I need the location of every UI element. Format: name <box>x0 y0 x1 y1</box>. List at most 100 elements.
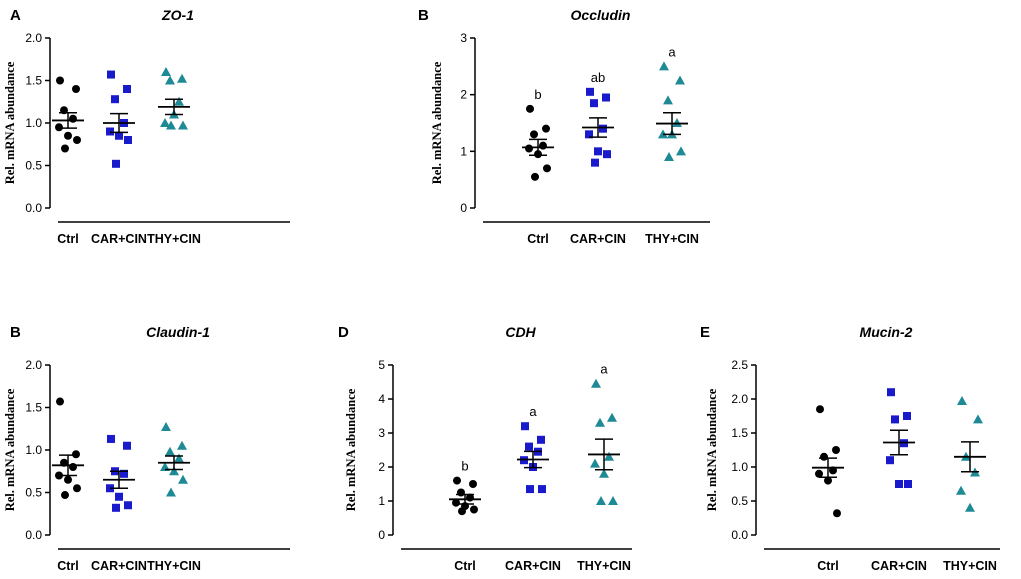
data-point <box>602 93 610 102</box>
data-point <box>824 476 832 485</box>
panel-letter: E <box>700 324 710 341</box>
data-point <box>525 144 533 153</box>
significance-label: a <box>600 362 608 377</box>
y-tick-label: 1.5 <box>731 426 748 440</box>
x-tick-label: CAR+CIN <box>505 559 561 573</box>
data-point <box>903 412 911 420</box>
x-tick-label: CAR+CIN <box>570 232 626 246</box>
y-tick-label: 3 <box>460 31 467 45</box>
data-point <box>675 75 685 85</box>
data-point <box>178 474 188 484</box>
chart-title: Claudin-1 <box>146 324 210 340</box>
data-point <box>111 95 119 104</box>
chart-title: Mucin-2 <box>860 324 913 340</box>
data-point <box>107 434 115 443</box>
data-point <box>469 480 477 488</box>
data-point <box>177 73 187 83</box>
x-tick-label: CAR+CIN <box>871 559 927 573</box>
y-tick-label: 0.0 <box>731 528 748 542</box>
data-point <box>457 488 465 497</box>
data-point <box>887 388 895 397</box>
data-point <box>124 501 132 510</box>
data-point <box>537 435 545 444</box>
data-point <box>895 480 903 488</box>
data-point <box>816 405 824 414</box>
y-axis-label: Rel. mRNA abundance <box>3 388 17 511</box>
significance-label: a <box>529 404 537 419</box>
x-tick-label: CAR+CIN <box>91 232 147 246</box>
significance-label: ab <box>591 70 605 85</box>
data-point <box>820 452 828 461</box>
data-point <box>608 496 618 505</box>
data-point <box>161 422 171 432</box>
data-point <box>112 503 120 512</box>
chart-panel-cdh: D CDH Rel. mRNA abundance 0 1 2 3 4 5 Ctrl CAR+CIN… <box>338 324 632 573</box>
y-tick-label: 0.5 <box>731 494 748 508</box>
data-point <box>586 87 594 96</box>
significance-label: b <box>534 87 541 102</box>
y-tick-label: 0.0 <box>25 201 42 215</box>
y-tick-label: 3 <box>378 426 385 440</box>
y-tick-label: 2.0 <box>731 392 748 406</box>
data-point <box>72 85 80 93</box>
data-point <box>531 172 539 181</box>
x-tick-label: THY+CIN <box>147 559 201 573</box>
chart-title: CDH <box>505 324 536 340</box>
data-point <box>166 120 176 130</box>
data-point <box>596 496 606 505</box>
y-axis-label: Rel. mRNA abundance <box>3 61 17 184</box>
data-point <box>453 476 461 485</box>
panel-letter: B <box>10 324 21 341</box>
data-point <box>832 446 840 454</box>
data-point <box>458 507 466 516</box>
y-tick-label: 2.0 <box>25 31 42 45</box>
data-point <box>607 412 617 422</box>
data-point <box>106 127 114 136</box>
significance-label: b <box>461 459 468 474</box>
y-tick-label: 1.5 <box>25 74 42 88</box>
data-point <box>178 120 188 130</box>
y-axis-label: Rel. mRNA abundance <box>430 61 444 184</box>
data-point <box>525 442 533 451</box>
data-point <box>815 469 823 478</box>
data-point <box>55 123 63 132</box>
y-tick-label: 0.0 <box>25 528 42 542</box>
data-point <box>595 417 605 427</box>
data-point <box>61 491 69 500</box>
y-tick-label: 2 <box>460 88 467 102</box>
x-tick-label: Ctrl <box>527 232 549 246</box>
y-tick-label: 2.5 <box>731 358 748 372</box>
data-point <box>107 70 115 79</box>
data-point <box>591 378 601 388</box>
data-point <box>64 475 72 484</box>
data-point <box>904 480 912 488</box>
x-tick-label: THY+CIN <box>577 559 631 573</box>
data-point <box>160 118 170 127</box>
data-point <box>177 440 187 450</box>
data-point <box>72 450 80 459</box>
data-point <box>64 131 72 140</box>
data-point <box>169 466 179 476</box>
y-tick-label: 0.5 <box>25 486 42 500</box>
panel-letter: A <box>10 7 21 24</box>
data-point <box>115 492 123 501</box>
data-point <box>957 396 967 406</box>
data-point <box>594 147 602 156</box>
chart-panel-zo-1: A ZO-1 Rel. mRNA abundance 0.0 0.5 1.0 1.5 2.0 C… <box>3 7 290 246</box>
data-point <box>585 130 593 139</box>
data-point <box>604 451 614 461</box>
x-tick-label: CAR+CIN <box>91 559 147 573</box>
chart-panel-occludin: B Occludin Rel. mRNA abundance 0 1 2 3 Ctrl CAR+… <box>418 7 710 246</box>
data-point <box>165 446 175 456</box>
data-point <box>542 124 550 133</box>
data-point <box>891 415 899 424</box>
x-tick-label: THY+CIN <box>645 232 699 246</box>
data-point <box>112 159 120 168</box>
x-tick-label: Ctrl <box>57 232 79 246</box>
data-point <box>69 463 77 471</box>
data-point <box>886 456 894 465</box>
data-point <box>521 422 529 431</box>
data-point <box>956 485 966 495</box>
data-point <box>676 146 686 156</box>
panel-letter: B <box>418 7 429 24</box>
